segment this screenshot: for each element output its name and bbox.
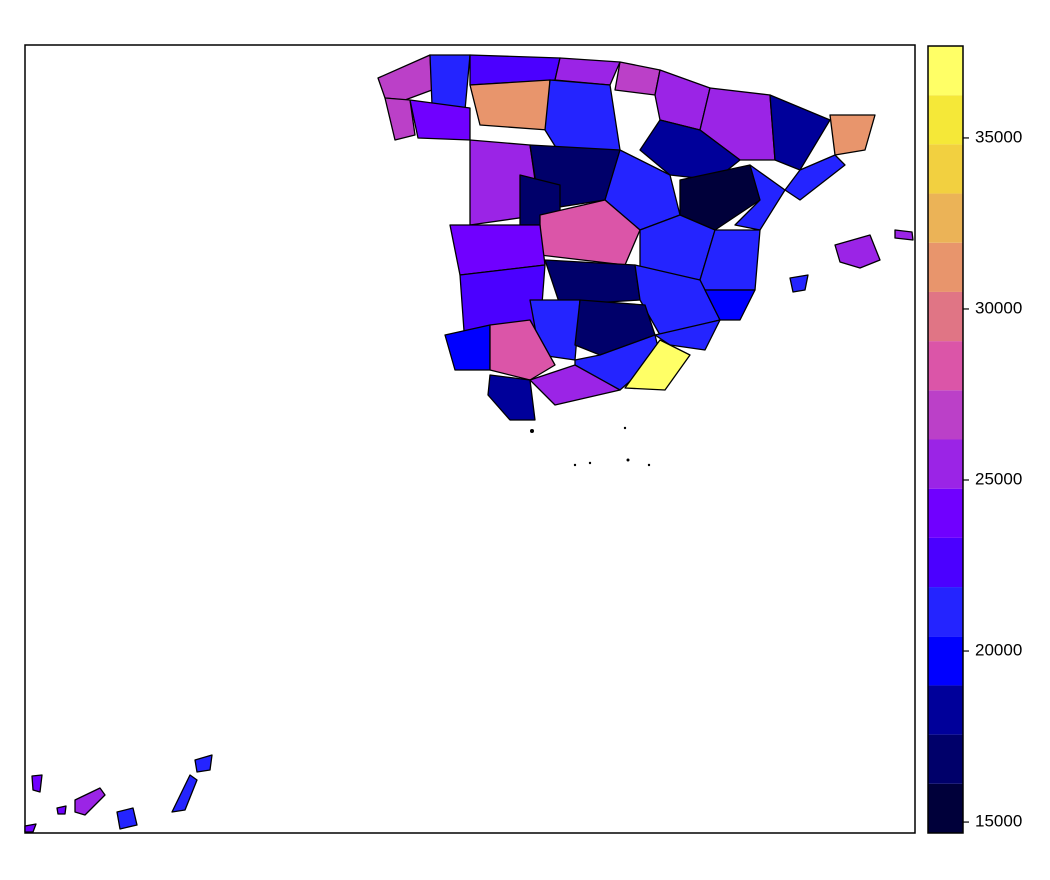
colorbar-band (928, 537, 963, 588)
colorbar-tick-label: 25000 (975, 469, 1022, 488)
colorbar-band (928, 193, 963, 243)
islet (588, 461, 592, 465)
region (469, 79, 551, 131)
region (171, 774, 198, 813)
colorbar-band (928, 242, 963, 292)
region (784, 154, 846, 201)
islet (647, 463, 651, 467)
colorbar-band (928, 95, 963, 145)
region (894, 229, 914, 241)
region (444, 324, 491, 371)
region (734, 164, 786, 231)
region (384, 97, 416, 141)
region (429, 54, 471, 111)
region (194, 754, 213, 773)
region (699, 87, 776, 161)
region (829, 114, 876, 156)
colorbar-band (928, 341, 963, 391)
colorbar-band (928, 734, 963, 784)
colorbar-band (928, 439, 963, 489)
region (679, 164, 761, 231)
region (74, 787, 106, 816)
islet (573, 463, 577, 467)
minor-islets (530, 426, 651, 467)
colorbar-band (928, 783, 963, 833)
region (769, 94, 831, 171)
colorbar-band (928, 390, 963, 440)
colorbar-band (928, 636, 963, 686)
colorbar-tick-label: 15000 (975, 812, 1022, 831)
colorbar-band (928, 587, 963, 637)
colorbar-tick-label: 30000 (975, 298, 1022, 317)
colorbar-band (928, 291, 963, 342)
region (544, 259, 641, 306)
region (377, 54, 433, 101)
colorbar-band (928, 144, 963, 194)
colorbar-tick-label: 35000 (975, 127, 1022, 146)
colorbar-band (928, 46, 963, 96)
region (116, 807, 138, 830)
islet (530, 429, 534, 433)
colorbar-band (928, 685, 963, 735)
colorbar-frame (927, 45, 964, 834)
colorbar-tick-label: 20000 (975, 641, 1022, 660)
map-frame (24, 44, 916, 834)
region (624, 339, 691, 391)
region (789, 274, 809, 293)
islet (623, 426, 627, 430)
colorbar-band (928, 488, 963, 538)
region (489, 319, 556, 381)
region (529, 364, 621, 406)
region (834, 234, 881, 269)
region (31, 774, 43, 793)
region (704, 289, 756, 321)
islet (626, 458, 630, 462)
region (487, 374, 536, 421)
region (614, 61, 661, 96)
region (24, 823, 37, 833)
region (654, 319, 721, 351)
region (56, 805, 67, 815)
